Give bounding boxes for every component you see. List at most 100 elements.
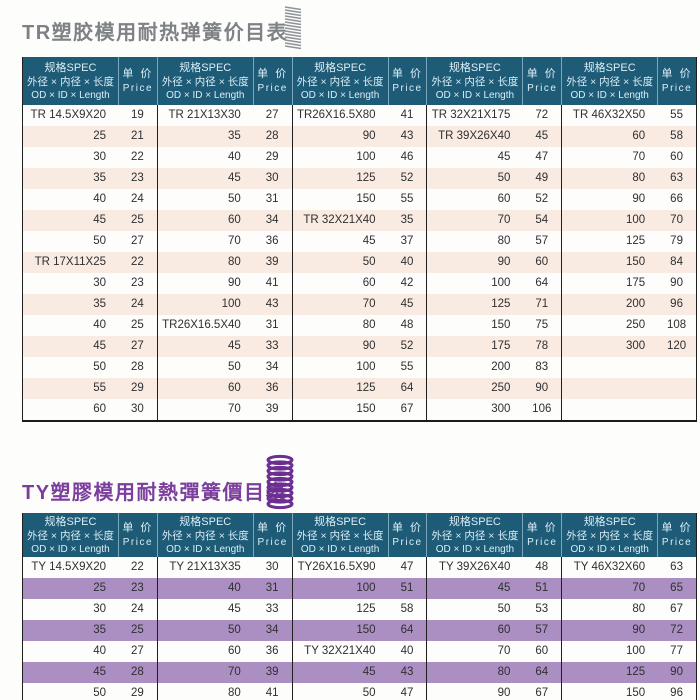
body-group: 50 40 — [291, 252, 427, 273]
spec-header-line: 外径 × 内径 × 长度 — [27, 75, 114, 88]
spec-header-line: OD × ID × Length — [31, 543, 110, 555]
spec-header-line: 外径 × 内径 × 长度 — [161, 75, 249, 88]
header-group: 规格SPEC 外径 × 内径 × 长度 OD × ID × Length 单 价 Pri… — [426, 57, 561, 105]
price-cell: 67 — [670, 603, 683, 615]
price-header-cell: 单 价 Price — [522, 57, 561, 105]
body-group: 80 64 — [426, 662, 561, 683]
body-group: 90 60 — [426, 252, 561, 273]
spec-cell: 40 — [227, 151, 241, 163]
price-cell: 33 — [265, 340, 279, 352]
price-cell: 96 — [670, 298, 683, 310]
price-header-line: 单 价 — [526, 68, 558, 80]
ty-table-title: TY塑膠模用耐熱彈簧價目表 — [22, 482, 288, 504]
price-cell: 39 — [265, 666, 279, 678]
spec-cell: 100 — [356, 151, 376, 163]
price-header-line: Price — [392, 537, 423, 548]
table-row: 30 22 40 29 100 46 45 47 70 60 — [23, 147, 696, 168]
price-cell: 47 — [400, 561, 414, 573]
body-group: 70 60 — [426, 641, 561, 662]
body-group: 175 90 — [561, 273, 696, 294]
price-cell: 24 — [130, 193, 144, 205]
ty-table-header: 规格SPEC 外径 × 内径 × 长度 OD × ID × Length 单 价 Pri… — [23, 513, 696, 557]
spec-cell: 90 — [227, 277, 241, 289]
spec-cell: 90 — [497, 256, 511, 268]
spec-header-cell: 规格SPEC 外径 × 内径 × 长度 OD × ID × Length — [158, 57, 253, 105]
body-group: 125 71 — [426, 294, 561, 315]
body-group: 90 66 — [561, 189, 696, 210]
price-cell: 106 — [532, 403, 552, 415]
ty-table-body: TY 14.5X9X20 22 TY 21X13X35 30 TY26X16.5X90 4… — [23, 557, 696, 700]
tr-table-body: TR 14.5X9X20 19 TR 21X13X30 27 TR26X16.5X80 4… — [23, 105, 696, 420]
price-header-line: 单 价 — [526, 522, 558, 534]
price-cell: 90 — [670, 277, 683, 289]
body-group: TY26X16.5X90 47 — [291, 557, 427, 578]
price-cell: 28 — [265, 130, 279, 142]
price-header-line: Price — [661, 83, 693, 94]
price-cell: 90 — [535, 382, 549, 394]
spec-cell: 60 — [497, 193, 511, 205]
price-cell: 60 — [670, 151, 683, 163]
body-group: 45 30 — [156, 168, 292, 189]
price-cell: 77 — [670, 645, 683, 657]
price-header-line: Price — [122, 537, 154, 548]
spec-header-line: OD × ID × Length — [166, 89, 245, 101]
header-group: 规格SPEC 外径 × 内径 × 长度 OD × ID × Length 单 价 Pri… — [426, 513, 561, 557]
body-group: 40 31 — [156, 578, 292, 599]
spec-cell: 35 — [93, 298, 106, 310]
price-cell: 45 — [400, 298, 414, 310]
price-cell: 108 — [666, 319, 687, 331]
table-row: 40 27 60 36 TY 32X21X40 40 70 60 100 77 — [23, 641, 696, 662]
spec-cell: 150 — [625, 687, 646, 699]
body-group: 100 43 — [156, 294, 292, 315]
spec-cell: 125 — [625, 666, 646, 678]
spec-header-cell: 规格SPEC 外径 × 内径 × 长度 OD × ID × Length — [23, 513, 118, 557]
spec-header-line: OD × ID × Length — [570, 543, 649, 555]
price-cell: 63 — [670, 561, 683, 573]
body-group: 70 39 — [156, 662, 292, 683]
price-cell: 75 — [535, 319, 549, 331]
spec-cell: 70 — [497, 645, 511, 657]
price-cell: 45 — [535, 130, 549, 142]
spec-header-cell: 规格SPEC 外径 × 内径 × 长度 OD × ID × Length — [158, 513, 253, 557]
table-row: 45 27 45 33 90 52 175 78 300 120 — [23, 336, 696, 357]
price-cell: 34 — [265, 361, 279, 373]
body-group: TR 14.5X9X20 19 — [23, 105, 157, 126]
price-cell: 120 — [666, 340, 687, 352]
spec-cell: 45 — [93, 340, 106, 352]
body-group: 45 33 — [156, 599, 292, 620]
spec-cell: 175 — [491, 340, 511, 352]
body-group: 30 22 — [23, 147, 157, 168]
body-group: 50 53 — [426, 599, 561, 620]
header-group: 规格SPEC 外径 × 内径 × 长度 OD × ID × Length 单 价 Pri… — [561, 513, 696, 557]
price-cell: 47 — [535, 151, 549, 163]
price-cell: 57 — [535, 624, 549, 636]
spec-cell: 40 — [93, 319, 106, 331]
spec-cell: 25 — [93, 582, 106, 594]
body-group: 80 67 — [561, 599, 696, 620]
price-cell: 40 — [400, 256, 414, 268]
price-cell: 72 — [670, 624, 683, 636]
spec-cell: 90 — [497, 687, 511, 699]
spec-header-line: OD × ID × Length — [31, 89, 110, 101]
spec-cell: 90 — [362, 340, 376, 352]
spec-cell: 30 — [93, 277, 106, 289]
spec-cell: 40 — [227, 582, 241, 594]
table-row: 50 27 70 36 45 37 80 57 125 79 — [23, 231, 696, 252]
price-header-line: 单 价 — [391, 522, 423, 534]
body-group: 60 36 — [156, 378, 292, 399]
spec-header-line: OD × ID × Length — [435, 89, 515, 101]
body-group: TY 14.5X9X20 22 — [23, 557, 157, 578]
table-row: 40 25 TR26X16.5X40 31 80 48 150 75 250 108 — [23, 315, 696, 336]
body-group: 60 36 — [156, 641, 292, 662]
spec-cell: 100 — [491, 277, 511, 289]
price-cell: 67 — [535, 687, 549, 699]
table-row: 50 29 80 41 50 47 90 67 150 96 — [23, 683, 696, 700]
price-cell: 19 — [130, 109, 144, 121]
price-cell: 25 — [130, 319, 144, 331]
spec-cell: 40 — [93, 645, 106, 657]
spec-cell: 60 — [227, 214, 241, 226]
spec-header-cell: 规格SPEC 外径 × 内径 × 长度 OD × ID × Length — [293, 57, 388, 105]
price-cell: 34 — [265, 214, 279, 226]
spec-cell: TR 14.5X9X20 — [30, 109, 106, 121]
